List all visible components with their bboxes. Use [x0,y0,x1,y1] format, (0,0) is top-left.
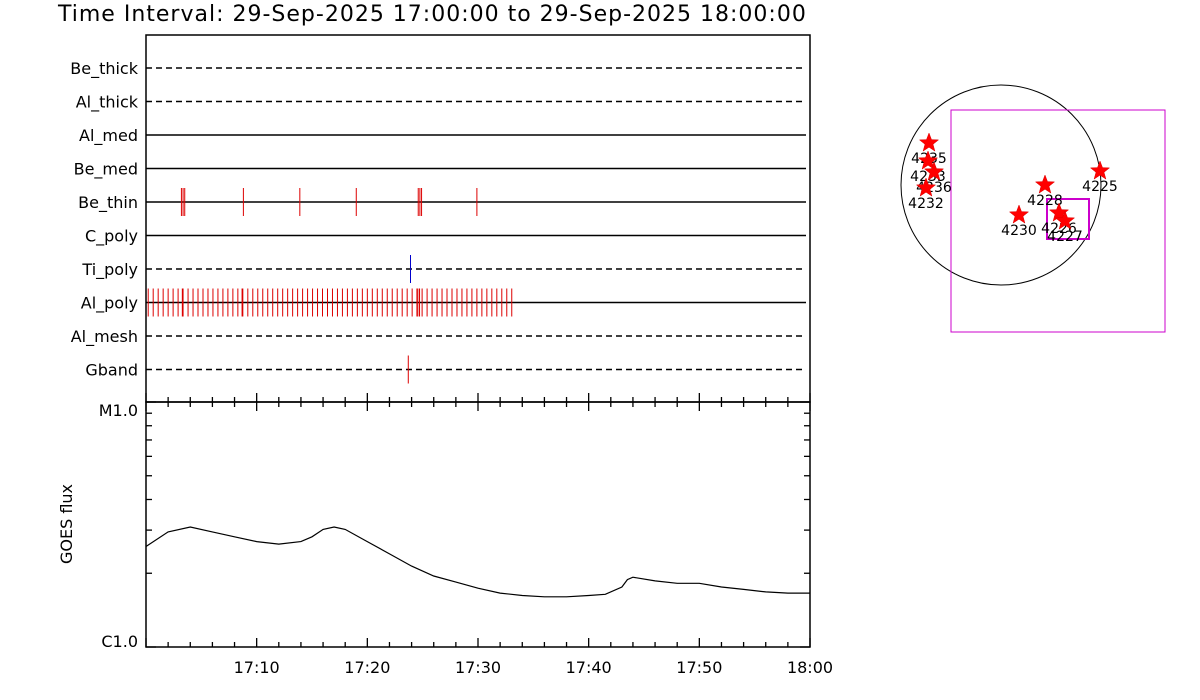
page-title: Time Interval: 29-Sep-2025 17:00:00 to 2… [58,2,807,27]
fov-box-small [1046,198,1090,240]
region-label-4232: 4232 [908,196,944,212]
row-label-Be_thin: Be_thin [78,193,138,213]
region-star-4228 [1034,174,1056,194]
region-star-4230 [1008,204,1030,224]
x-tick-label: 17:10 [234,658,280,677]
region-star-4225 [1089,160,1111,180]
region-star-4232 [915,177,937,197]
region-locator: 423542334236423242284225423042264227 [900,84,1166,333]
x-tick-label: 17:50 [676,658,722,677]
x-tick-label: 17:30 [455,658,501,677]
y-tick-label: C1.0 [101,632,138,651]
region-star-4235 [918,132,940,152]
row-label-Al_poly: Al_poly [81,294,138,314]
event-timeline: Be_thick Al_thick Al_med Be_med Be_thin C_pol… [70,34,811,403]
region-star-4236 [923,161,945,181]
row-label-Gband: Gband [85,361,138,380]
fov-box-large [950,109,1166,333]
region-star-4233 [917,150,939,170]
goes-frame [145,401,811,648]
row-label-Al_mesh: Al_mesh [71,327,138,347]
region-label-4228: 4228 [1027,193,1063,209]
region-star-4226 [1048,202,1070,222]
x-tick-label: 17:40 [566,658,612,677]
region-label-4227: 4227 [1047,229,1083,245]
row-label-Al_thick: Al_thick [76,93,139,113]
goes-flux-plot: 17:10 17:20 17:30 17:40 17:50 18:00 M1.0 C1.0 GO… [57,393,833,677]
row-label-Be_med: Be_med [74,160,138,180]
x-tick-label: 18:00 [787,658,833,677]
region-star-4227 [1054,210,1076,230]
row-label-Al_med: Al_med [79,126,138,146]
region-label-4225: 4225 [1082,179,1118,195]
row-label-Be_thick: Be_thick [70,59,138,79]
row-label-Ti_poly: Ti_poly [81,260,138,280]
region-label-4230: 4230 [1001,223,1037,239]
solar-disk [900,84,1102,286]
timeline-frame [145,34,811,403]
goes-flux-line [145,526,810,598]
y-tick-label: M1.0 [99,401,138,420]
y-axis-label: GOES flux [57,484,76,564]
x-tick-label: 17:20 [344,658,390,677]
row-label-C_poly: C_poly [85,227,138,247]
